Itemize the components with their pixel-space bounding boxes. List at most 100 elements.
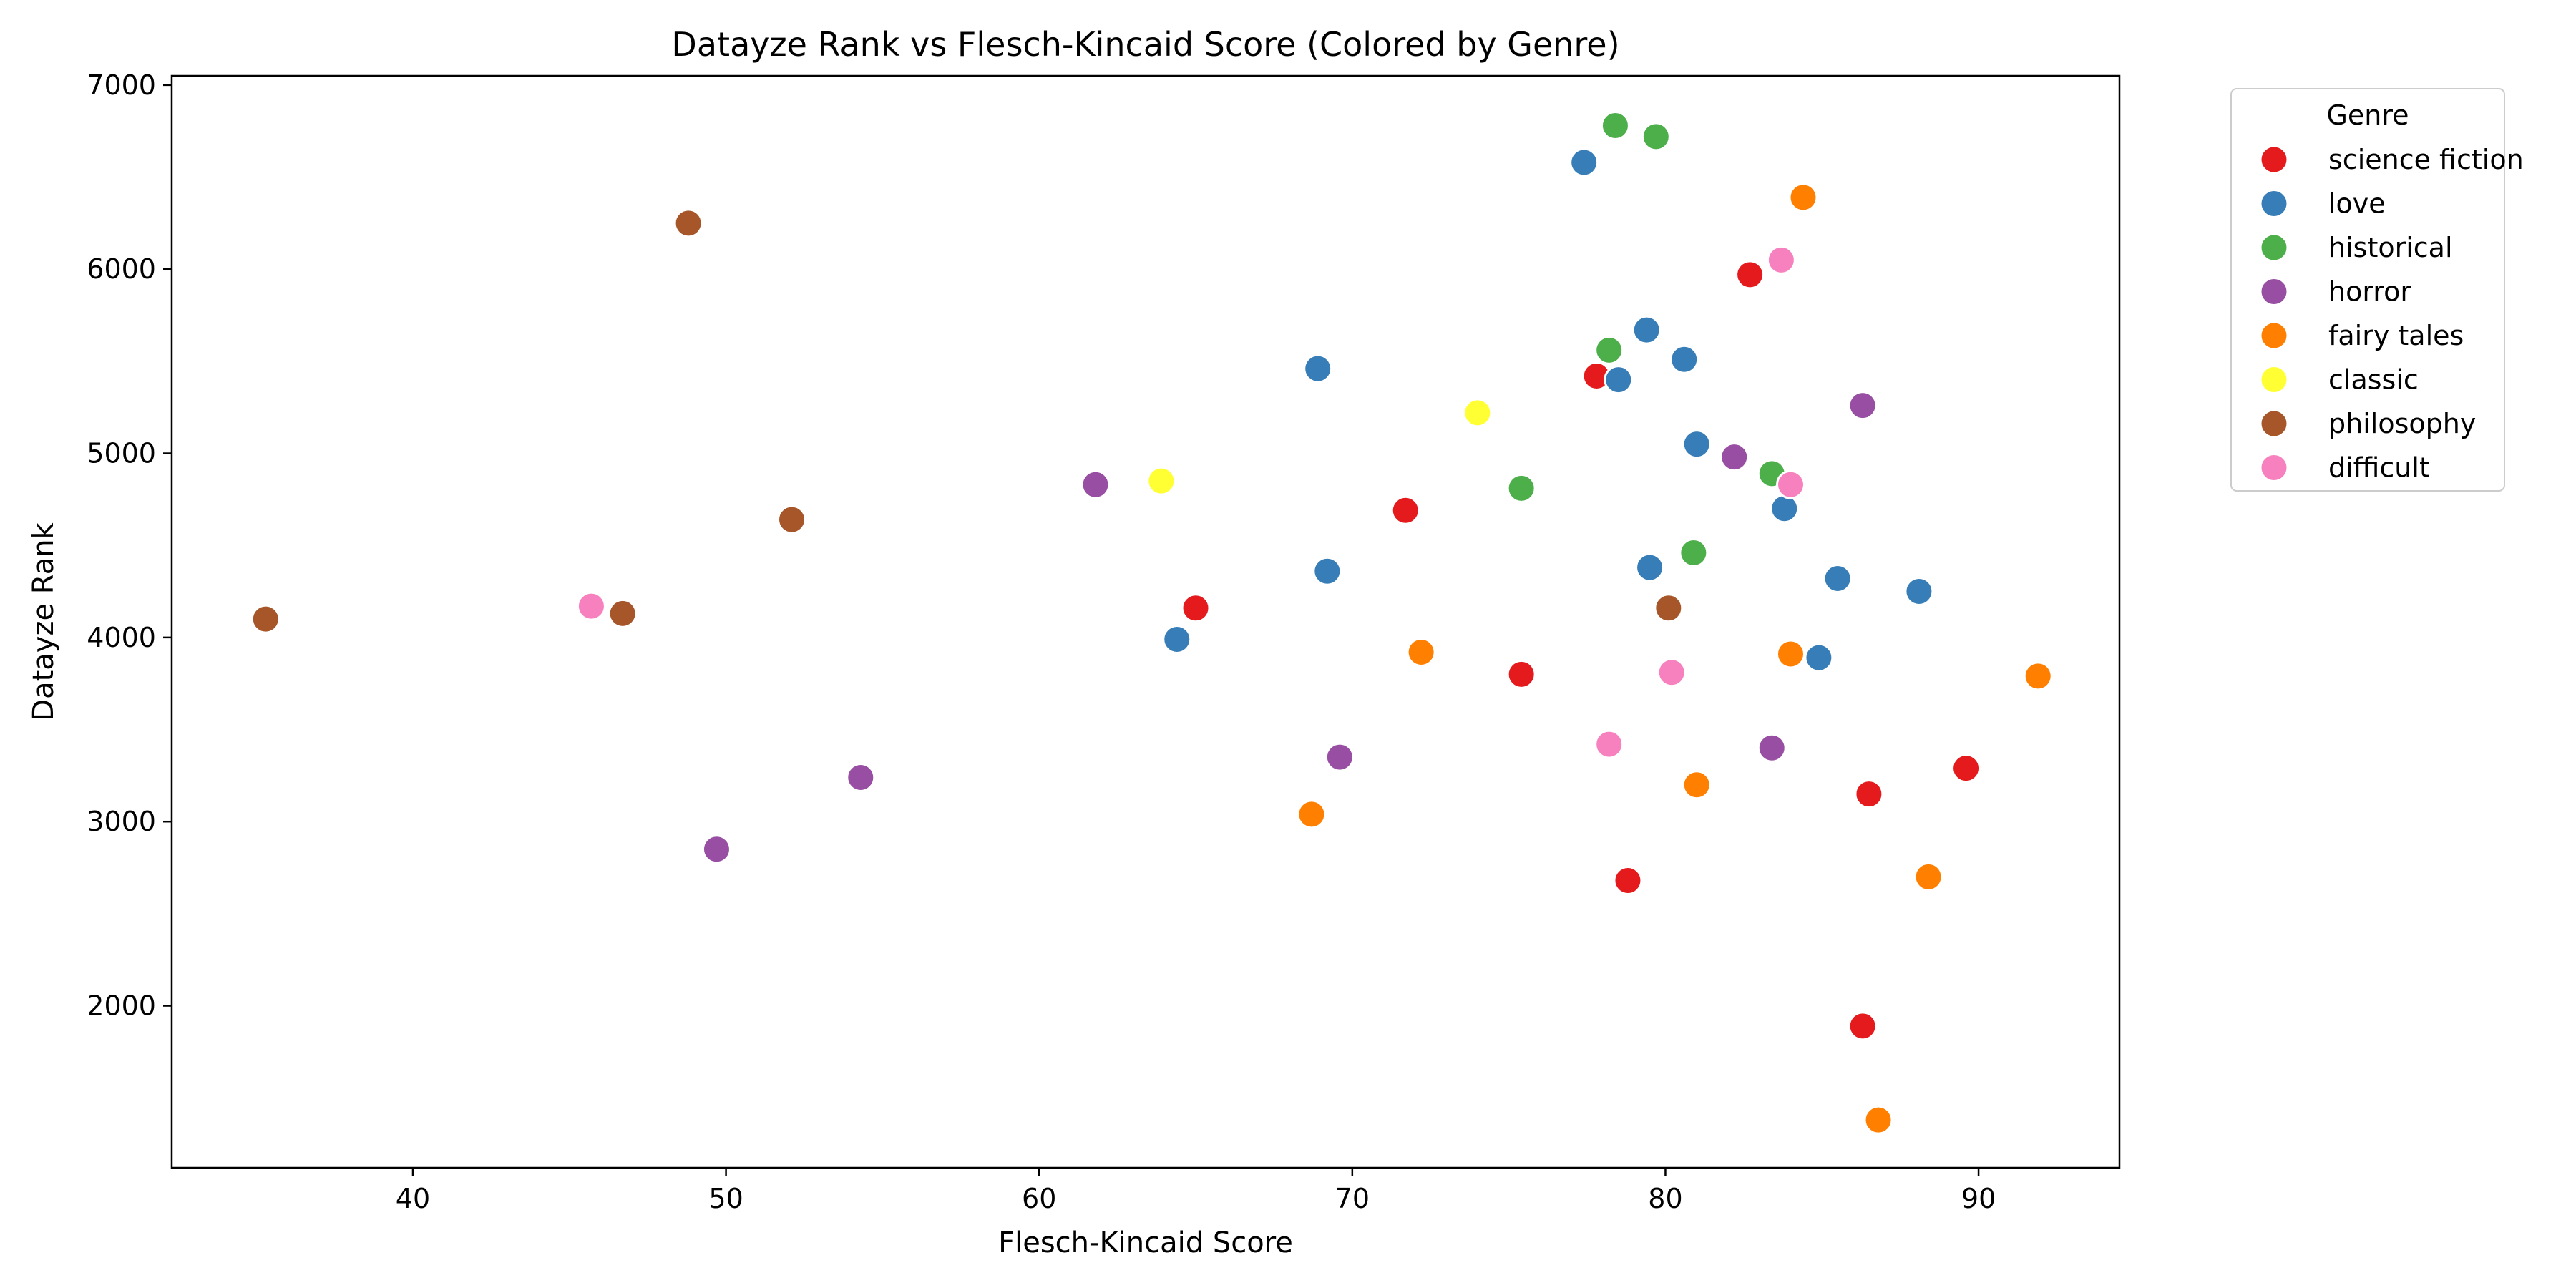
data-point bbox=[1775, 639, 1805, 669]
data-point bbox=[1631, 315, 1662, 345]
legend-label: classic bbox=[2328, 364, 2419, 396]
series-classic bbox=[1146, 398, 1493, 496]
data-point bbox=[1848, 1011, 1878, 1041]
data-point bbox=[2023, 661, 2053, 691]
x-tick-label: 60 bbox=[1022, 1183, 1056, 1214]
plot-area bbox=[250, 110, 2053, 1135]
data-point bbox=[608, 598, 638, 628]
data-point bbox=[1506, 659, 1536, 689]
x-tick-label: 90 bbox=[1961, 1183, 1996, 1214]
legend-label: difficult bbox=[2328, 452, 2430, 484]
data-point bbox=[1654, 593, 1684, 623]
data-point bbox=[1303, 353, 1333, 384]
data-point bbox=[1146, 466, 1176, 496]
data-point bbox=[1635, 552, 1665, 582]
data-point bbox=[1766, 245, 1796, 275]
legend-label: fairy tales bbox=[2328, 320, 2464, 351]
x-tick-label: 70 bbox=[1335, 1183, 1370, 1214]
data-point bbox=[1823, 564, 1853, 594]
data-point bbox=[673, 208, 703, 238]
legend-item: philosophy bbox=[2259, 408, 2476, 439]
y-axis-label: Datayze Rank bbox=[27, 522, 60, 721]
legend: Genre science fiction love historical horro… bbox=[2230, 88, 2524, 492]
data-point bbox=[1613, 866, 1643, 896]
y-tick-label: 3000 bbox=[87, 806, 156, 837]
data-point bbox=[576, 591, 606, 621]
data-point bbox=[1804, 643, 1834, 673]
data-point bbox=[1848, 391, 1878, 421]
series-love bbox=[1162, 147, 1934, 673]
data-point bbox=[1735, 260, 1765, 290]
legend-marker bbox=[2259, 409, 2289, 439]
x-tick-label: 80 bbox=[1648, 1183, 1682, 1214]
legend-item: historical bbox=[2259, 232, 2453, 263]
legend-marker bbox=[2259, 321, 2289, 351]
x-axis: 40 50 60 70 80 90 bbox=[396, 1168, 1996, 1214]
data-point bbox=[1951, 753, 1981, 784]
y-tick-label: 4000 bbox=[87, 622, 156, 653]
data-point bbox=[846, 762, 876, 792]
legend-title: Genre bbox=[2326, 99, 2409, 131]
legend-marker bbox=[2259, 453, 2289, 482]
data-point bbox=[1669, 344, 1699, 374]
data-point bbox=[1604, 365, 1634, 395]
y-tick-label: 7000 bbox=[87, 69, 156, 101]
legend-label: philosophy bbox=[2328, 408, 2476, 439]
data-point bbox=[1770, 494, 1800, 524]
data-point bbox=[1913, 862, 1943, 892]
data-point bbox=[1600, 110, 1630, 140]
data-point bbox=[1719, 442, 1750, 472]
legend-label: science fiction bbox=[2328, 144, 2524, 175]
chart-title: Datayze Rank vs Flesch-Kincaid Score (Co… bbox=[671, 25, 1619, 64]
data-point bbox=[701, 834, 731, 864]
legend-label: historical bbox=[2328, 232, 2453, 263]
legend-item: science fiction bbox=[2259, 144, 2524, 175]
data-point bbox=[1641, 122, 1671, 152]
data-point bbox=[1297, 799, 1327, 829]
legend-label: horror bbox=[2328, 276, 2411, 308]
legend-marker bbox=[2259, 145, 2289, 175]
legend-item: fairy tales bbox=[2259, 320, 2464, 351]
data-point bbox=[776, 504, 806, 535]
series-philosophy bbox=[250, 208, 1684, 634]
legend-item: difficult bbox=[2259, 452, 2430, 484]
plot-frame bbox=[170, 74, 2121, 1169]
data-point bbox=[1506, 473, 1536, 503]
x-axis-label: Flesch-Kincaid Score bbox=[998, 1226, 1293, 1259]
data-point bbox=[1406, 637, 1436, 667]
data-point bbox=[1181, 593, 1211, 623]
series-horror bbox=[701, 391, 1878, 864]
data-point bbox=[1463, 398, 1493, 428]
data-point bbox=[1863, 1105, 1893, 1135]
y-tick-label: 6000 bbox=[87, 253, 156, 285]
legend-marker bbox=[2259, 277, 2289, 306]
series-difficult bbox=[576, 245, 1805, 759]
data-point bbox=[1080, 469, 1111, 499]
data-point bbox=[1594, 335, 1624, 365]
x-tick-label: 40 bbox=[396, 1183, 430, 1214]
data-point bbox=[1788, 182, 1818, 213]
data-point bbox=[1162, 624, 1192, 654]
data-point bbox=[1775, 469, 1805, 499]
y-axis: 2000 3000 4000 5000 6000 7000 bbox=[87, 69, 172, 1022]
data-point bbox=[1324, 742, 1355, 772]
data-point bbox=[1312, 556, 1342, 586]
legend-items: science fiction love historical horror fairy… bbox=[2259, 144, 2524, 484]
data-point bbox=[1904, 577, 1934, 607]
data-point bbox=[1679, 537, 1709, 567]
data-point bbox=[1757, 733, 1787, 763]
legend-box bbox=[2230, 88, 2505, 492]
data-point bbox=[1390, 495, 1420, 525]
y-tick-label: 5000 bbox=[87, 438, 156, 469]
data-point bbox=[1594, 729, 1624, 759]
data-point bbox=[1657, 658, 1687, 688]
x-tick-label: 50 bbox=[708, 1183, 743, 1214]
series-science-fiction bbox=[1181, 260, 1981, 1041]
data-point bbox=[1854, 779, 1884, 809]
legend-item: love bbox=[2259, 188, 2386, 220]
y-tick-label: 2000 bbox=[87, 990, 156, 1022]
legend-label: love bbox=[2328, 188, 2386, 220]
legend-marker bbox=[2259, 233, 2289, 263]
legend-marker bbox=[2259, 365, 2289, 394]
